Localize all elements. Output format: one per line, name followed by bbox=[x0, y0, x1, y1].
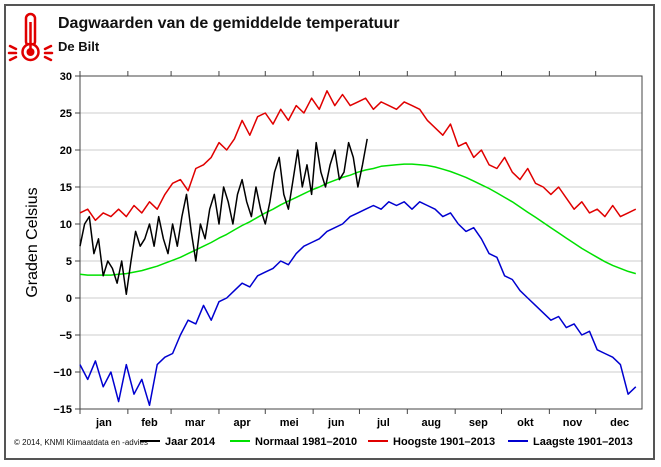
copyright: © 2014, KNMI Klimaatdata en -advies bbox=[14, 438, 148, 447]
plot-border bbox=[79, 75, 643, 410]
month-label: jul bbox=[376, 417, 390, 429]
chart-frame bbox=[4, 4, 655, 460]
y-tick-label: 15 bbox=[60, 182, 72, 194]
series-line-1 bbox=[79, 163, 637, 276]
y-tick-label: −15 bbox=[53, 404, 72, 416]
month-label: jun bbox=[327, 417, 345, 429]
y-tick-label: 5 bbox=[66, 256, 72, 268]
month-label: dec bbox=[610, 417, 629, 429]
y-tick-label: 0 bbox=[66, 293, 72, 305]
y-tick-label: 20 bbox=[60, 145, 72, 157]
series-line-0 bbox=[79, 138, 368, 296]
y-tick-label: 30 bbox=[60, 71, 72, 83]
legend-label: Normaal 1981–2010 bbox=[255, 436, 357, 448]
legend-label: Jaar 2014 bbox=[165, 436, 216, 448]
y-axis-label: Graden Celsius bbox=[24, 187, 41, 297]
month-label: apr bbox=[234, 417, 252, 429]
month-label: sep bbox=[469, 417, 488, 429]
series-line-2 bbox=[79, 90, 637, 222]
month-label: nov bbox=[563, 417, 583, 429]
month-label: okt bbox=[517, 417, 534, 429]
series-line-3 bbox=[79, 201, 637, 407]
y-tick-label: −5 bbox=[59, 330, 72, 342]
y-tick-label: 10 bbox=[60, 219, 72, 231]
legend-label: Hoogste 1901–2013 bbox=[393, 436, 495, 448]
month-label: mei bbox=[280, 417, 299, 429]
month-label: feb bbox=[141, 417, 158, 429]
y-tick-label: −10 bbox=[53, 367, 72, 379]
month-label: mar bbox=[185, 417, 206, 429]
y-tick-label: 25 bbox=[60, 108, 72, 120]
month-label: jan bbox=[95, 417, 112, 429]
month-label: aug bbox=[421, 417, 441, 429]
chart-title: Dagwaarden van de gemiddelde temperatuur bbox=[58, 15, 400, 32]
chart-subtitle: De Bilt bbox=[58, 39, 100, 54]
legend-label: Laagste 1901–2013 bbox=[533, 436, 633, 448]
